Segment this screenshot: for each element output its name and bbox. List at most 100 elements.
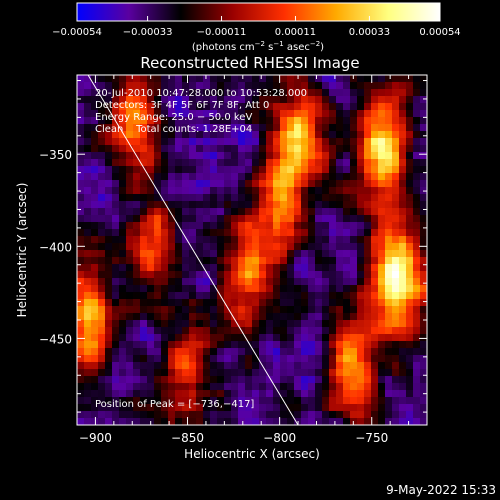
heatmap-pixel [105,96,113,104]
heatmap-pixel [350,355,358,363]
heatmap-pixel [259,292,267,300]
heatmap-pixel [98,292,106,300]
heatmap-pixel [280,89,288,97]
heatmap-pixel [392,124,400,132]
heatmap-pixel [126,383,134,391]
heatmap-pixel [252,341,260,349]
heatmap-pixel [266,103,274,111]
heatmap-pixel [203,299,211,307]
heatmap-pixel [119,306,127,314]
heatmap-pixel [126,278,134,286]
heatmap-pixel [84,299,92,307]
heatmap-pixel [168,278,176,286]
heatmap-pixel [91,397,99,405]
heatmap-pixel [231,278,239,286]
heatmap-pixel [77,159,85,167]
heatmap-pixel [385,341,393,349]
colorbar-tick-label: −0.00054 [52,27,102,38]
heatmap-pixel [217,152,225,160]
heatmap-pixel [168,215,176,223]
heatmap-pixel [280,201,288,209]
heatmap-pixel [287,306,295,314]
heatmap-pixel [357,117,365,125]
heatmap-pixel [308,327,316,335]
heatmap-pixel [119,327,127,335]
heatmap-pixel [245,411,253,419]
heatmap-pixel [259,145,267,153]
heatmap-pixel [273,369,281,377]
heatmap-pixel [196,173,204,181]
heatmap-pixel [329,173,337,181]
heatmap-pixel [413,243,421,251]
heatmap-pixel [259,418,267,425]
heatmap-pixel [133,320,141,328]
heatmap-pixel [420,75,427,83]
heatmap-pixel [329,82,337,90]
heatmap-pixel [196,215,204,223]
heatmap-pixel [273,166,281,174]
heatmap-pixel [245,334,253,342]
heatmap-pixel [182,89,190,97]
heatmap-pixel [343,131,351,139]
heatmap-pixel [91,96,99,104]
heatmap-pixel [119,369,127,377]
heatmap-pixel [420,334,427,342]
heatmap-pixel [385,306,393,314]
heatmap-pixel [154,243,162,251]
heatmap-pixel [329,271,337,279]
heatmap-pixel [182,173,190,181]
heatmap-pixel [161,327,169,335]
heatmap-pixel [77,271,85,279]
heatmap-pixel [420,152,427,160]
heatmap-pixel [168,376,176,384]
heatmap-pixel [119,355,127,363]
heatmap-pixel [329,313,337,321]
heatmap-pixel [336,411,344,419]
peak-position-label: Position of Peak = [−736,−417] [95,399,254,410]
heatmap-pixel [420,313,427,321]
heatmap-pixel [280,152,288,160]
heatmap-pixel [336,327,344,335]
heatmap-pixel [287,292,295,300]
heatmap-pixel [273,348,281,356]
heatmap-pixel [280,208,288,216]
heatmap-pixel [84,285,92,293]
heatmap-pixel [168,327,176,335]
heatmap-pixel [112,348,120,356]
heatmap-pixel [140,397,148,405]
heatmap-pixel [378,285,386,293]
heatmap-pixel [287,229,295,237]
heatmap-pixel [343,327,351,335]
heatmap-pixel [224,180,232,188]
heatmap-pixel [329,145,337,153]
heatmap-pixel [413,159,421,167]
heatmap-pixel [357,152,365,160]
heatmap-pixel [245,369,253,377]
heatmap-pixel [133,82,141,90]
heatmap-pixel [210,285,218,293]
heatmap-pixel [147,82,155,90]
heatmap-pixel [119,110,127,118]
heatmap-pixel [308,159,316,167]
heatmap-pixel [315,229,323,237]
heatmap-pixel [126,110,134,118]
heatmap-pixel [161,124,169,132]
chart-title: Reconstructed RHESSI Image [140,54,359,72]
heatmap-pixel [91,341,99,349]
heatmap-pixel [252,229,260,237]
heatmap-pixel [371,89,379,97]
heatmap-pixel [133,250,141,258]
heatmap-pixel [140,82,148,90]
heatmap-pixel [84,418,92,425]
heatmap-pixel [350,201,358,209]
heatmap-pixel [259,257,267,265]
heatmap-pixel [84,341,92,349]
heatmap-pixel [217,222,225,230]
heatmap-pixel [161,82,169,90]
heatmap-pixel [161,299,169,307]
heatmap-pixel [413,152,421,160]
heatmap-pixel [168,257,176,265]
heatmap-pixel [287,166,295,174]
heatmap-pixel [392,285,400,293]
heatmap-pixel [217,243,225,251]
